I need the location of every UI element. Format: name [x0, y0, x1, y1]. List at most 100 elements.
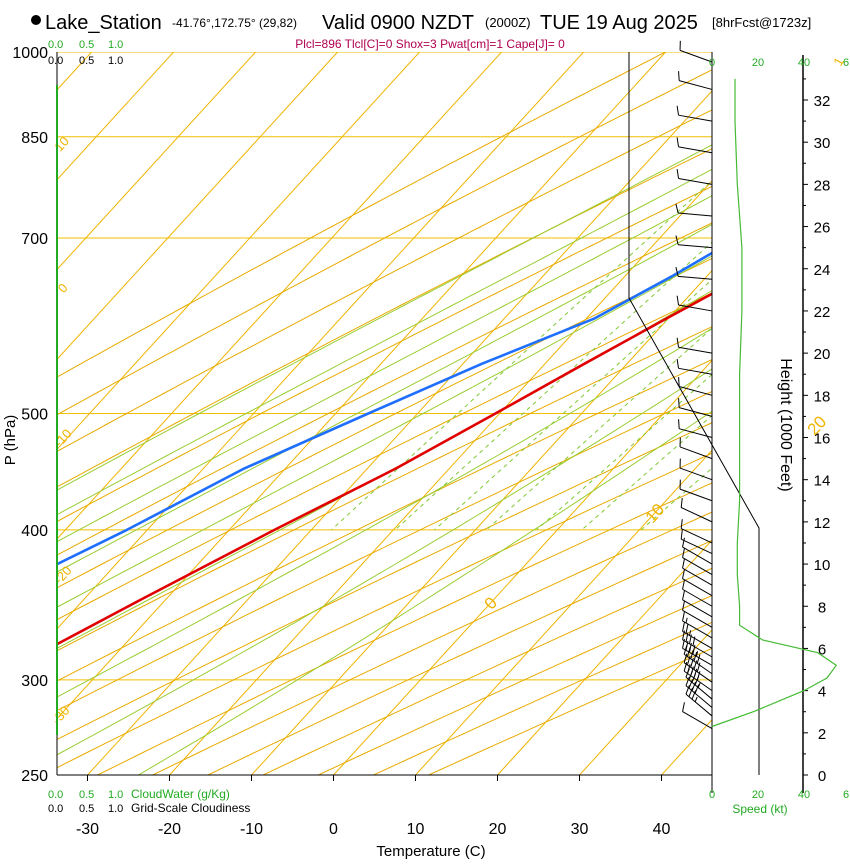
wind-barb-33 [677, 169, 712, 184]
moist-adiabat-30 [102, 27, 850, 797]
moist-adiabat--5 [0, 27, 850, 797]
wind-barb-flag [679, 377, 680, 386]
moist-adiabat-25 [0, 27, 850, 797]
pressure-label-850: 850 [21, 130, 48, 147]
height-label-18: 18 [814, 388, 831, 405]
left-isotherm-label-4: -30 [49, 703, 73, 727]
cl-tick-bot-1: 0.5 [79, 803, 94, 815]
wind-barb-staff [681, 508, 712, 522]
height-label-12: 12 [814, 515, 831, 532]
wind-barb-staff [680, 447, 712, 459]
moist-adiabat-0 [0, 27, 850, 797]
speed-tick-top-2: 40 [798, 57, 810, 69]
cw-tick-top-2: 1.0 [108, 39, 123, 51]
height-label-26: 26 [814, 220, 831, 237]
speed-tick-bot-1: 20 [752, 789, 764, 801]
dry-adiabat-70 [0, 27, 850, 797]
wind-barb-staff [679, 178, 712, 184]
y-axis-title: P (hPa) [2, 415, 19, 466]
speed-axis-label: Speed (kt) [732, 802, 787, 816]
cw-tick-top-0: 0.0 [48, 39, 63, 51]
wind-barb-37 [680, 41, 712, 62]
left-isotherm-label-2: -10 [51, 426, 75, 450]
wind-barb-28 [677, 338, 712, 353]
height-label-14: 14 [814, 473, 831, 490]
wind-barb-19 [681, 519, 712, 543]
wind-barb-staff [683, 558, 712, 575]
moist-adiabat-20 [0, 27, 850, 797]
pressure-label-700: 700 [21, 231, 48, 248]
wind-barb-half [689, 630, 690, 635]
dry-adiabat-40 [0, 27, 850, 797]
mixing-ratio-1 [332, 27, 850, 530]
speed-tick-bot-0: 0 [709, 789, 715, 801]
station-coords: -41.76°,172.75° (29,82) [172, 16, 297, 30]
station-dot-icon [31, 15, 41, 25]
height-label-4: 4 [818, 684, 826, 701]
dry-adiabat-0 [0, 27, 850, 797]
wind-barb-flag [683, 612, 685, 621]
wind-barb-flag [677, 137, 678, 146]
cw-tick-bot-0: 0.0 [48, 789, 63, 801]
valid-date: TUE 19 Aug 2025 [540, 12, 698, 34]
cw-tick-top-1: 0.5 [79, 39, 94, 51]
height-label-24: 24 [814, 262, 831, 279]
wind-barb-flag [683, 538, 685, 547]
wind-barb-staff [683, 712, 712, 729]
isotherm--40 [0, 27, 689, 797]
height-label-2: 2 [818, 726, 826, 743]
moist-adiabat--10 [0, 27, 850, 797]
valid-time: Valid 0900 NZDT [322, 12, 474, 34]
speed-tick-bot-3: 6 [843, 789, 849, 801]
dry-adiabat-10 [0, 27, 850, 797]
sounding-params: Plcl=896 Tlcl[C]=0 Shox=3 Pwat[cm]=1 Cap… [295, 37, 565, 51]
dry-adiabat-30 [0, 27, 850, 797]
temperature-line [0, 90, 850, 745]
wind-barb-20 [681, 498, 712, 522]
wind-barb-flag [681, 498, 682, 507]
wind-barb-staff [686, 694, 712, 716]
speed-tick-top-0: 0 [709, 57, 715, 69]
wind-barb-flag [679, 71, 680, 80]
wind-barb-staff [679, 347, 712, 353]
cloudwater-label: CloudWater (g/Kg) [131, 787, 230, 801]
wind-barb-flag [677, 106, 678, 115]
forecast-info: [8hrFcst@1723z] [712, 15, 811, 30]
dry-adiabat-60 [0, 27, 850, 797]
wind-barb-flag [677, 359, 678, 368]
dry-adiabat-80 [0, 27, 850, 797]
dry-adiabat-130 [273, 27, 850, 797]
cl-tick-top-1: 0.5 [79, 55, 94, 67]
wind-barb-36 [679, 71, 712, 89]
wind-barb-flag [681, 519, 682, 528]
dry-adiabat-20 [0, 27, 850, 797]
pressure-label-300: 300 [21, 673, 48, 690]
height-label-30: 30 [814, 135, 831, 152]
height-axis-title: Height (1000 Feet) [777, 358, 794, 491]
wind-barb-flag [681, 530, 682, 539]
x-tick-label--20: -20 [158, 821, 181, 838]
dry-adiabat-110 [164, 27, 850, 797]
wind-barb-flag [677, 296, 678, 305]
height-label-0: 0 [818, 768, 826, 785]
moist-adiabat-15 [0, 27, 850, 797]
wind-barb-staff [683, 547, 712, 564]
wind-barb-flag [683, 559, 685, 568]
wind-barb-staff [680, 468, 712, 480]
wind-barb-half [696, 651, 697, 656]
height-label-28: 28 [814, 177, 831, 194]
pressure-label-500: 500 [21, 407, 48, 424]
x-tick-label-0: 0 [329, 821, 338, 838]
utc-time: (2000Z) [485, 15, 531, 30]
x-tick-label-20: 20 [489, 821, 507, 838]
cl-tick-bot-2: 1.0 [108, 803, 123, 815]
cl-tick-top-0: 0.0 [48, 55, 63, 67]
dry-adiabat-50 [0, 27, 850, 797]
wind-barb-1 [686, 685, 712, 716]
dry-adiabat-100 [110, 27, 850, 797]
isotherm--10 [232, 27, 850, 797]
moist-adiabat-5 [0, 27, 850, 797]
wind-barb-flag [676, 204, 678, 213]
wind-barb-staff [678, 213, 712, 216]
